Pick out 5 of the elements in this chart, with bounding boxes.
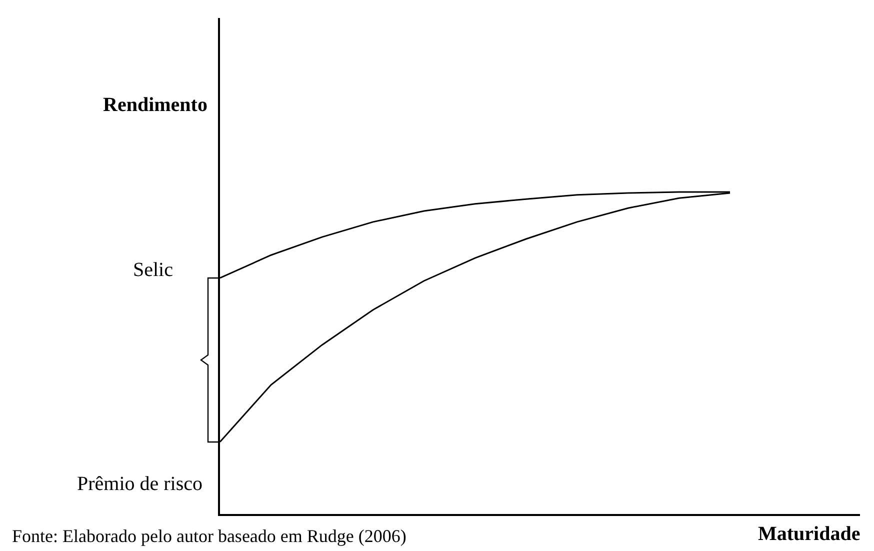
text: Selic bbox=[133, 259, 174, 281]
source-note: Fonte: Elaborado pelo autor baseado em Rudge (2006) bbox=[12, 526, 406, 546]
x-axis-title: Maturidade bbox=[758, 523, 860, 545]
y-axis-title: Rendimento bbox=[103, 94, 208, 116]
annotation: Prêmio de risco bbox=[77, 473, 203, 495]
